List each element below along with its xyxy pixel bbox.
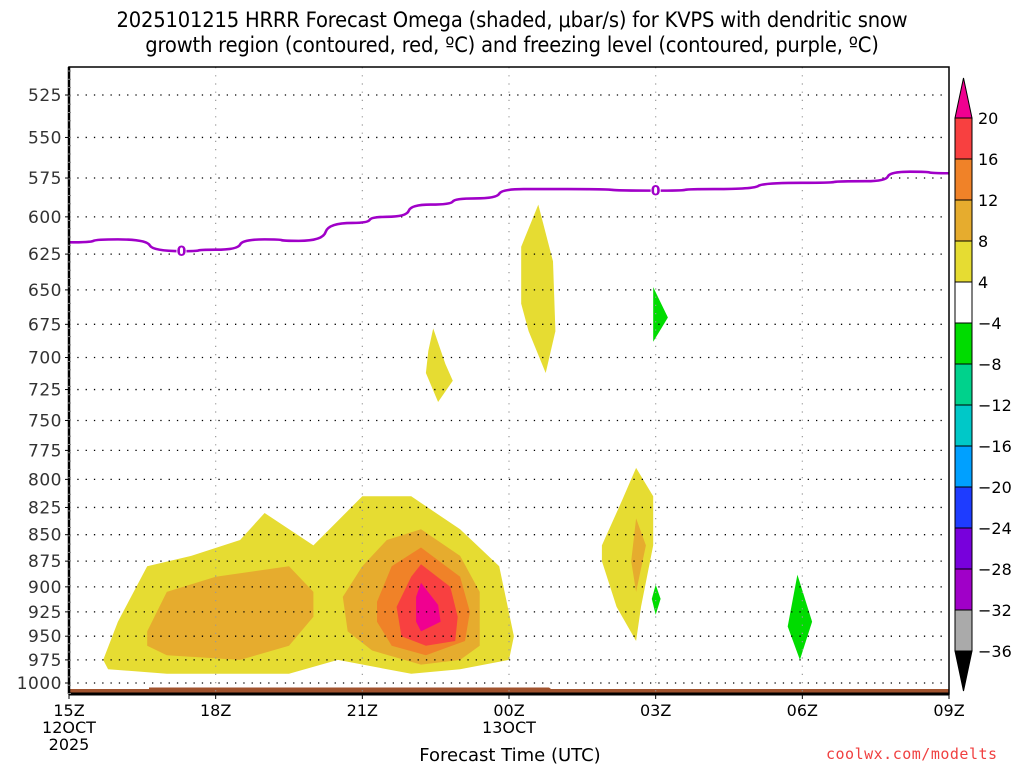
colorbar-label: 16 xyxy=(978,150,998,169)
x-tick-label: 2025 xyxy=(49,735,90,754)
y-tick-label: 750 xyxy=(28,411,62,431)
y-tick-label: 900 xyxy=(28,578,62,598)
y-tick-label: 650 xyxy=(28,281,62,301)
y-tick-label: 700 xyxy=(28,349,62,369)
credit-text: coolwx.com/modelts xyxy=(826,745,998,763)
freezing-level-contour: 00 xyxy=(68,170,950,260)
omega-region-lift-03z-inner xyxy=(631,518,646,592)
y-tick-label: 775 xyxy=(28,441,62,461)
colorbar-band xyxy=(954,199,973,242)
omega-region-omega-west-8-12 xyxy=(147,566,314,660)
omega-region-mid-level-lift-2 xyxy=(521,204,556,373)
x-tick-label: 21Z xyxy=(347,701,378,720)
x-tick-label: 18Z xyxy=(200,701,231,720)
y-tick-label: 725 xyxy=(28,381,62,401)
colorbar-label: 4 xyxy=(978,273,988,292)
y-tick-label: 950 xyxy=(28,627,62,647)
y-tick-label: 1000 xyxy=(17,674,62,694)
colorbar-label: 12 xyxy=(978,191,998,210)
y-axis: 525 550 575 600 625 650 675 700 725 750 775 800 825 8… xyxy=(17,86,69,694)
colorbar-band xyxy=(954,486,973,529)
x-tick-label: 00Z xyxy=(493,701,524,720)
grid-lines xyxy=(69,67,949,694)
colorbar-label: 20 xyxy=(978,109,998,128)
y-tick-label: 825 xyxy=(28,498,62,518)
x-tick-label: 13OCT xyxy=(482,718,536,737)
omega-region-sink-2 xyxy=(651,584,661,615)
colorbar-label: −12 xyxy=(978,396,1012,415)
colorbar-label: −36 xyxy=(978,642,1012,661)
colorbar-label: −20 xyxy=(978,478,1012,497)
x-tick-label: 06Z xyxy=(787,701,818,720)
y-tick-label: 675 xyxy=(28,315,62,335)
x-tick-label: 12OCT xyxy=(42,718,96,737)
colorbar-band xyxy=(954,363,973,406)
colorbar-band xyxy=(954,240,973,283)
freezing-level-label: 0 xyxy=(651,184,661,200)
y-tick-label: 850 xyxy=(28,526,62,546)
colorbar-label: −16 xyxy=(978,437,1012,456)
y-tick-label: 875 xyxy=(28,552,62,572)
colorbar-band xyxy=(954,445,973,488)
colorbar-band xyxy=(954,158,973,201)
omega-region-mid-level-lift-1 xyxy=(425,328,453,402)
chart-title-line1: 2025101215 HRRR Forecast Omega (shaded, … xyxy=(116,8,908,32)
colorbar-band xyxy=(954,322,973,365)
colorbar-label: −8 xyxy=(978,355,1002,374)
y-tick-label: 525 xyxy=(28,86,62,106)
omega-region-lift-03z-east xyxy=(601,467,654,641)
omega-region-omega-max xyxy=(416,582,441,632)
chart-title-line2: growth region (contoured, red, ºC) and f… xyxy=(145,33,879,57)
colorbar-extend-min xyxy=(954,650,973,692)
freezing-level-label: 0 xyxy=(177,244,187,260)
y-tick-label: 575 xyxy=(28,169,62,189)
omega-region-sink-3 xyxy=(787,574,813,660)
y-tick-label: 625 xyxy=(28,245,62,265)
y-tick-label: 975 xyxy=(28,651,62,671)
chart-title: 2025101215 HRRR Forecast Omega (shaded, … xyxy=(36,8,988,58)
contour-label-bg xyxy=(176,244,187,259)
x-tick-label: 03Z xyxy=(640,701,671,720)
colorbar-label: −24 xyxy=(978,519,1012,538)
omega-region-sink-1 xyxy=(653,287,668,345)
colorbar-label: 8 xyxy=(978,232,988,251)
colorbar-band xyxy=(954,404,973,447)
colorbar-extend-max xyxy=(954,77,973,119)
colorbar-label: −32 xyxy=(978,601,1012,620)
x-tick-label: 09Z xyxy=(933,701,964,720)
colorbar-band xyxy=(954,527,973,570)
colorbar-band xyxy=(954,568,973,611)
colorbar-band xyxy=(954,609,973,652)
y-tick-label: 925 xyxy=(28,603,62,623)
colorbar-band xyxy=(954,281,973,324)
colorbar: 20 16 12 8 4 −4 −8 −12 −16 −20 −24 −28 −32 −36 xyxy=(954,77,1012,692)
x-tick-label: 15Z xyxy=(53,701,84,720)
y-tick-label: 800 xyxy=(28,470,62,490)
y-tick-label: 600 xyxy=(28,208,62,228)
colorbar-label: −28 xyxy=(978,560,1012,579)
x-axis-title: Forecast Time (UTC) xyxy=(419,745,601,766)
freezing-level-line xyxy=(68,170,950,253)
y-tick-label: 550 xyxy=(28,128,62,148)
colorbar-band xyxy=(954,117,973,160)
contour-label-bg xyxy=(650,183,661,198)
colorbar-label: −4 xyxy=(978,314,1002,333)
omega-shading xyxy=(103,204,813,674)
